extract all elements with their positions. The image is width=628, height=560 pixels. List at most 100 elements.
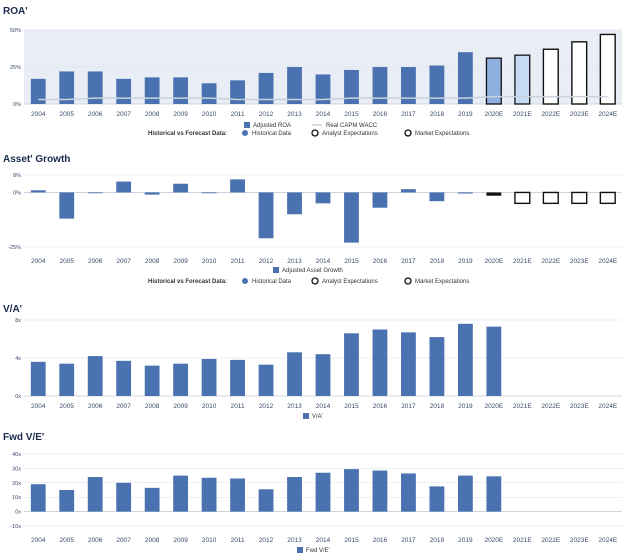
roa-panel: ROA' 0% 25% 50% 2004 2005 2006 2007 2008 2009 201… xyxy=(0,0,628,137)
bar-2016 xyxy=(372,67,388,104)
legend-adjusted-asset-growth-label: Adjusted Asset Growth xyxy=(282,268,343,274)
x-tick-label: 2006 xyxy=(88,111,103,118)
x-tick-label: 2023E xyxy=(570,537,589,544)
va-chart: 0x 4x 8x 2004 2005 2006 2007 2008 2009 2010 2011 20… xyxy=(15,318,622,420)
bar-2012 xyxy=(258,364,274,396)
x-tick-label: 2009 xyxy=(173,111,188,118)
x-tick-label: 2007 xyxy=(116,111,131,118)
x-tick-label: 2004 xyxy=(31,111,46,118)
x-tick-label: 2012 xyxy=(259,258,274,265)
y-tick-label: 0% xyxy=(13,190,21,196)
bar-2020E xyxy=(486,326,502,396)
bar-2013 xyxy=(287,192,302,215)
bar-2011 xyxy=(230,478,245,512)
legend-market-marker xyxy=(404,277,412,285)
bar-2013 xyxy=(287,352,302,396)
x-tick-label: 2004 xyxy=(31,258,46,265)
bar-2010 xyxy=(201,477,217,512)
bar-2012 xyxy=(258,192,274,239)
x-tick-label: 2018 xyxy=(430,403,445,410)
x-tick-label: 2017 xyxy=(401,537,416,544)
legend-historical-label: Historical Data xyxy=(252,131,292,137)
x-tick-label: 2013 xyxy=(287,111,302,118)
y-tick-label: 8x xyxy=(15,318,21,324)
bar-2007 xyxy=(116,181,132,193)
x-tick-label: 2016 xyxy=(373,537,388,544)
x-tick-label: 2007 xyxy=(116,537,131,544)
x-tick-label: 2010 xyxy=(202,403,217,410)
x-tick-label: 2008 xyxy=(145,111,160,118)
bar-2014 xyxy=(315,192,331,204)
bar-2017 xyxy=(401,473,416,512)
bar-2010 xyxy=(201,358,217,396)
bar-2008 xyxy=(144,365,160,396)
x-tick-label: 2023E xyxy=(570,111,589,118)
x-tick-label: 2021E xyxy=(513,258,532,265)
x-tick-label: 2015 xyxy=(344,537,359,544)
legend-analyst-marker xyxy=(311,277,319,285)
bar-2022E xyxy=(542,48,559,105)
x-tick-label: 2014 xyxy=(316,537,331,544)
panel-title: ROA' xyxy=(3,6,28,17)
x-tick-label: 2007 xyxy=(116,403,131,410)
x-tick-label: 2018 xyxy=(430,111,445,118)
y-tick-label: 25% xyxy=(10,65,21,71)
legend-wacc-label: Real CAPM WACC xyxy=(326,123,378,129)
bar-2024E xyxy=(599,191,616,205)
x-tick-label: 2013 xyxy=(287,537,302,544)
x-tick-label: 2019 xyxy=(458,111,473,118)
bar-2013 xyxy=(287,67,302,104)
bar-2011 xyxy=(230,80,245,104)
y-tick-label: -25% xyxy=(8,245,21,251)
x-tick-label: 2004 xyxy=(31,537,46,544)
bar-2020E xyxy=(486,476,502,512)
legend-analyst-label: Analyst Expectations xyxy=(322,131,378,137)
x-tick-label: 2019 xyxy=(458,537,473,544)
x-tick-label: 2018 xyxy=(430,537,445,544)
bar-2021E xyxy=(514,191,531,205)
bar-2017 xyxy=(401,332,416,396)
bar-2018 xyxy=(429,65,445,104)
x-tick-label: 2006 xyxy=(88,537,103,544)
va-panel: V/A' 0x 4x 8x 2004 2005 2006 2007 2008 2009 2010 2… xyxy=(0,294,628,422)
x-tick-label: 2009 xyxy=(173,258,188,265)
bar-2011 xyxy=(230,179,245,193)
x-tick-label: 2016 xyxy=(373,111,388,118)
bar-2014 xyxy=(315,74,331,104)
bar-2007 xyxy=(116,78,132,104)
x-tick-label: 2012 xyxy=(259,111,274,118)
x-tick-label: 2019 xyxy=(458,403,473,410)
legend-hist-vs-forecast: Historical vs Forecast Data: xyxy=(148,131,227,137)
bar-2010 xyxy=(201,192,217,194)
x-tick-label: 2015 xyxy=(344,403,359,410)
bar-2016 xyxy=(372,192,388,208)
x-tick-label: 2021E xyxy=(513,111,532,118)
bar-2021E xyxy=(514,54,531,105)
x-tick-label: 2017 xyxy=(401,111,416,118)
legend-fwd-ve-label: Fwd V/E' xyxy=(306,548,330,554)
fwd-ve-chart: 40x 30x 20x 10x 0x -10x 2004 2005 2006 2007 2008 20… xyxy=(10,452,622,554)
wacc-line xyxy=(38,95,608,101)
x-tick-label: 2022E xyxy=(541,403,560,410)
bar-2017 xyxy=(401,67,416,104)
x-tick-label: 2005 xyxy=(59,403,74,410)
bar-2009 xyxy=(173,183,189,193)
legend-historical-marker xyxy=(242,278,248,284)
bar-2006 xyxy=(87,477,103,512)
x-tick-label: 2004 xyxy=(31,403,46,410)
x-tick-label: 2015 xyxy=(344,111,359,118)
legend-va-swatch xyxy=(303,413,309,419)
bar-2015 xyxy=(344,69,359,104)
bar-2019 xyxy=(457,192,473,194)
x-tick-label: 2012 xyxy=(259,537,274,544)
asset-growth-panel: Asset' Growth 8% 0% -25% 2004 2005 2006 2007 20… xyxy=(0,146,628,290)
legend-hist-vs-forecast: Historical vs Forecast Data: xyxy=(148,279,227,285)
panel-title: Asset' Growth xyxy=(3,154,71,165)
x-tick-label: 2024E xyxy=(598,537,617,544)
bar-2019 xyxy=(457,52,473,104)
bar-2005 xyxy=(59,71,75,104)
bar-2019 xyxy=(457,475,473,512)
x-tick-label: 2024E xyxy=(598,403,617,410)
legend-adjusted-asset-growth-swatch xyxy=(273,267,279,273)
asset-growth-chart: 8% 0% -25% 2004 2005 2006 2007 2008 2009 2010 2011… xyxy=(8,173,622,285)
